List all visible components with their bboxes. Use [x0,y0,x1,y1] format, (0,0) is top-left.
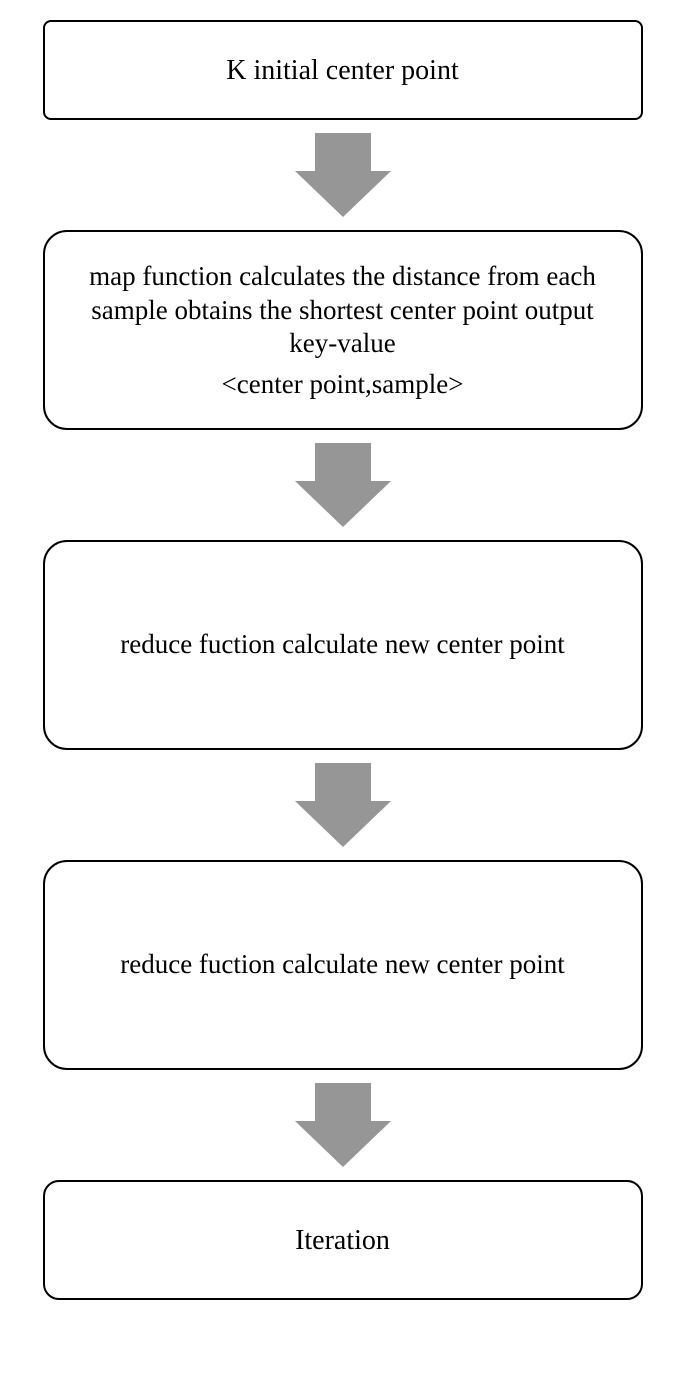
arrow-down-icon [295,750,391,860]
node-text: map function calculates the distance fro… [69,260,617,361]
flowchart-container: K initial center point map function calc… [0,20,685,1300]
node-subtext: <center point,sample> [222,369,464,400]
node-text: K initial center point [226,53,459,88]
flow-node-reduce-1: reduce fuction calculate new center poin… [43,540,643,750]
node-text: reduce fuction calculate new center poin… [120,628,565,662]
flow-node-reduce-2: reduce fuction calculate new center poin… [43,860,643,1070]
arrow-down-icon [295,1070,391,1180]
node-text: reduce fuction calculate new center poin… [120,948,565,982]
node-text: Iteration [295,1223,390,1258]
arrow-down-icon [295,120,391,230]
flow-node-iteration: Iteration [43,1180,643,1300]
flow-node-initial: K initial center point [43,20,643,120]
flow-node-map: map function calculates the distance fro… [43,230,643,430]
arrow-down-icon [295,430,391,540]
